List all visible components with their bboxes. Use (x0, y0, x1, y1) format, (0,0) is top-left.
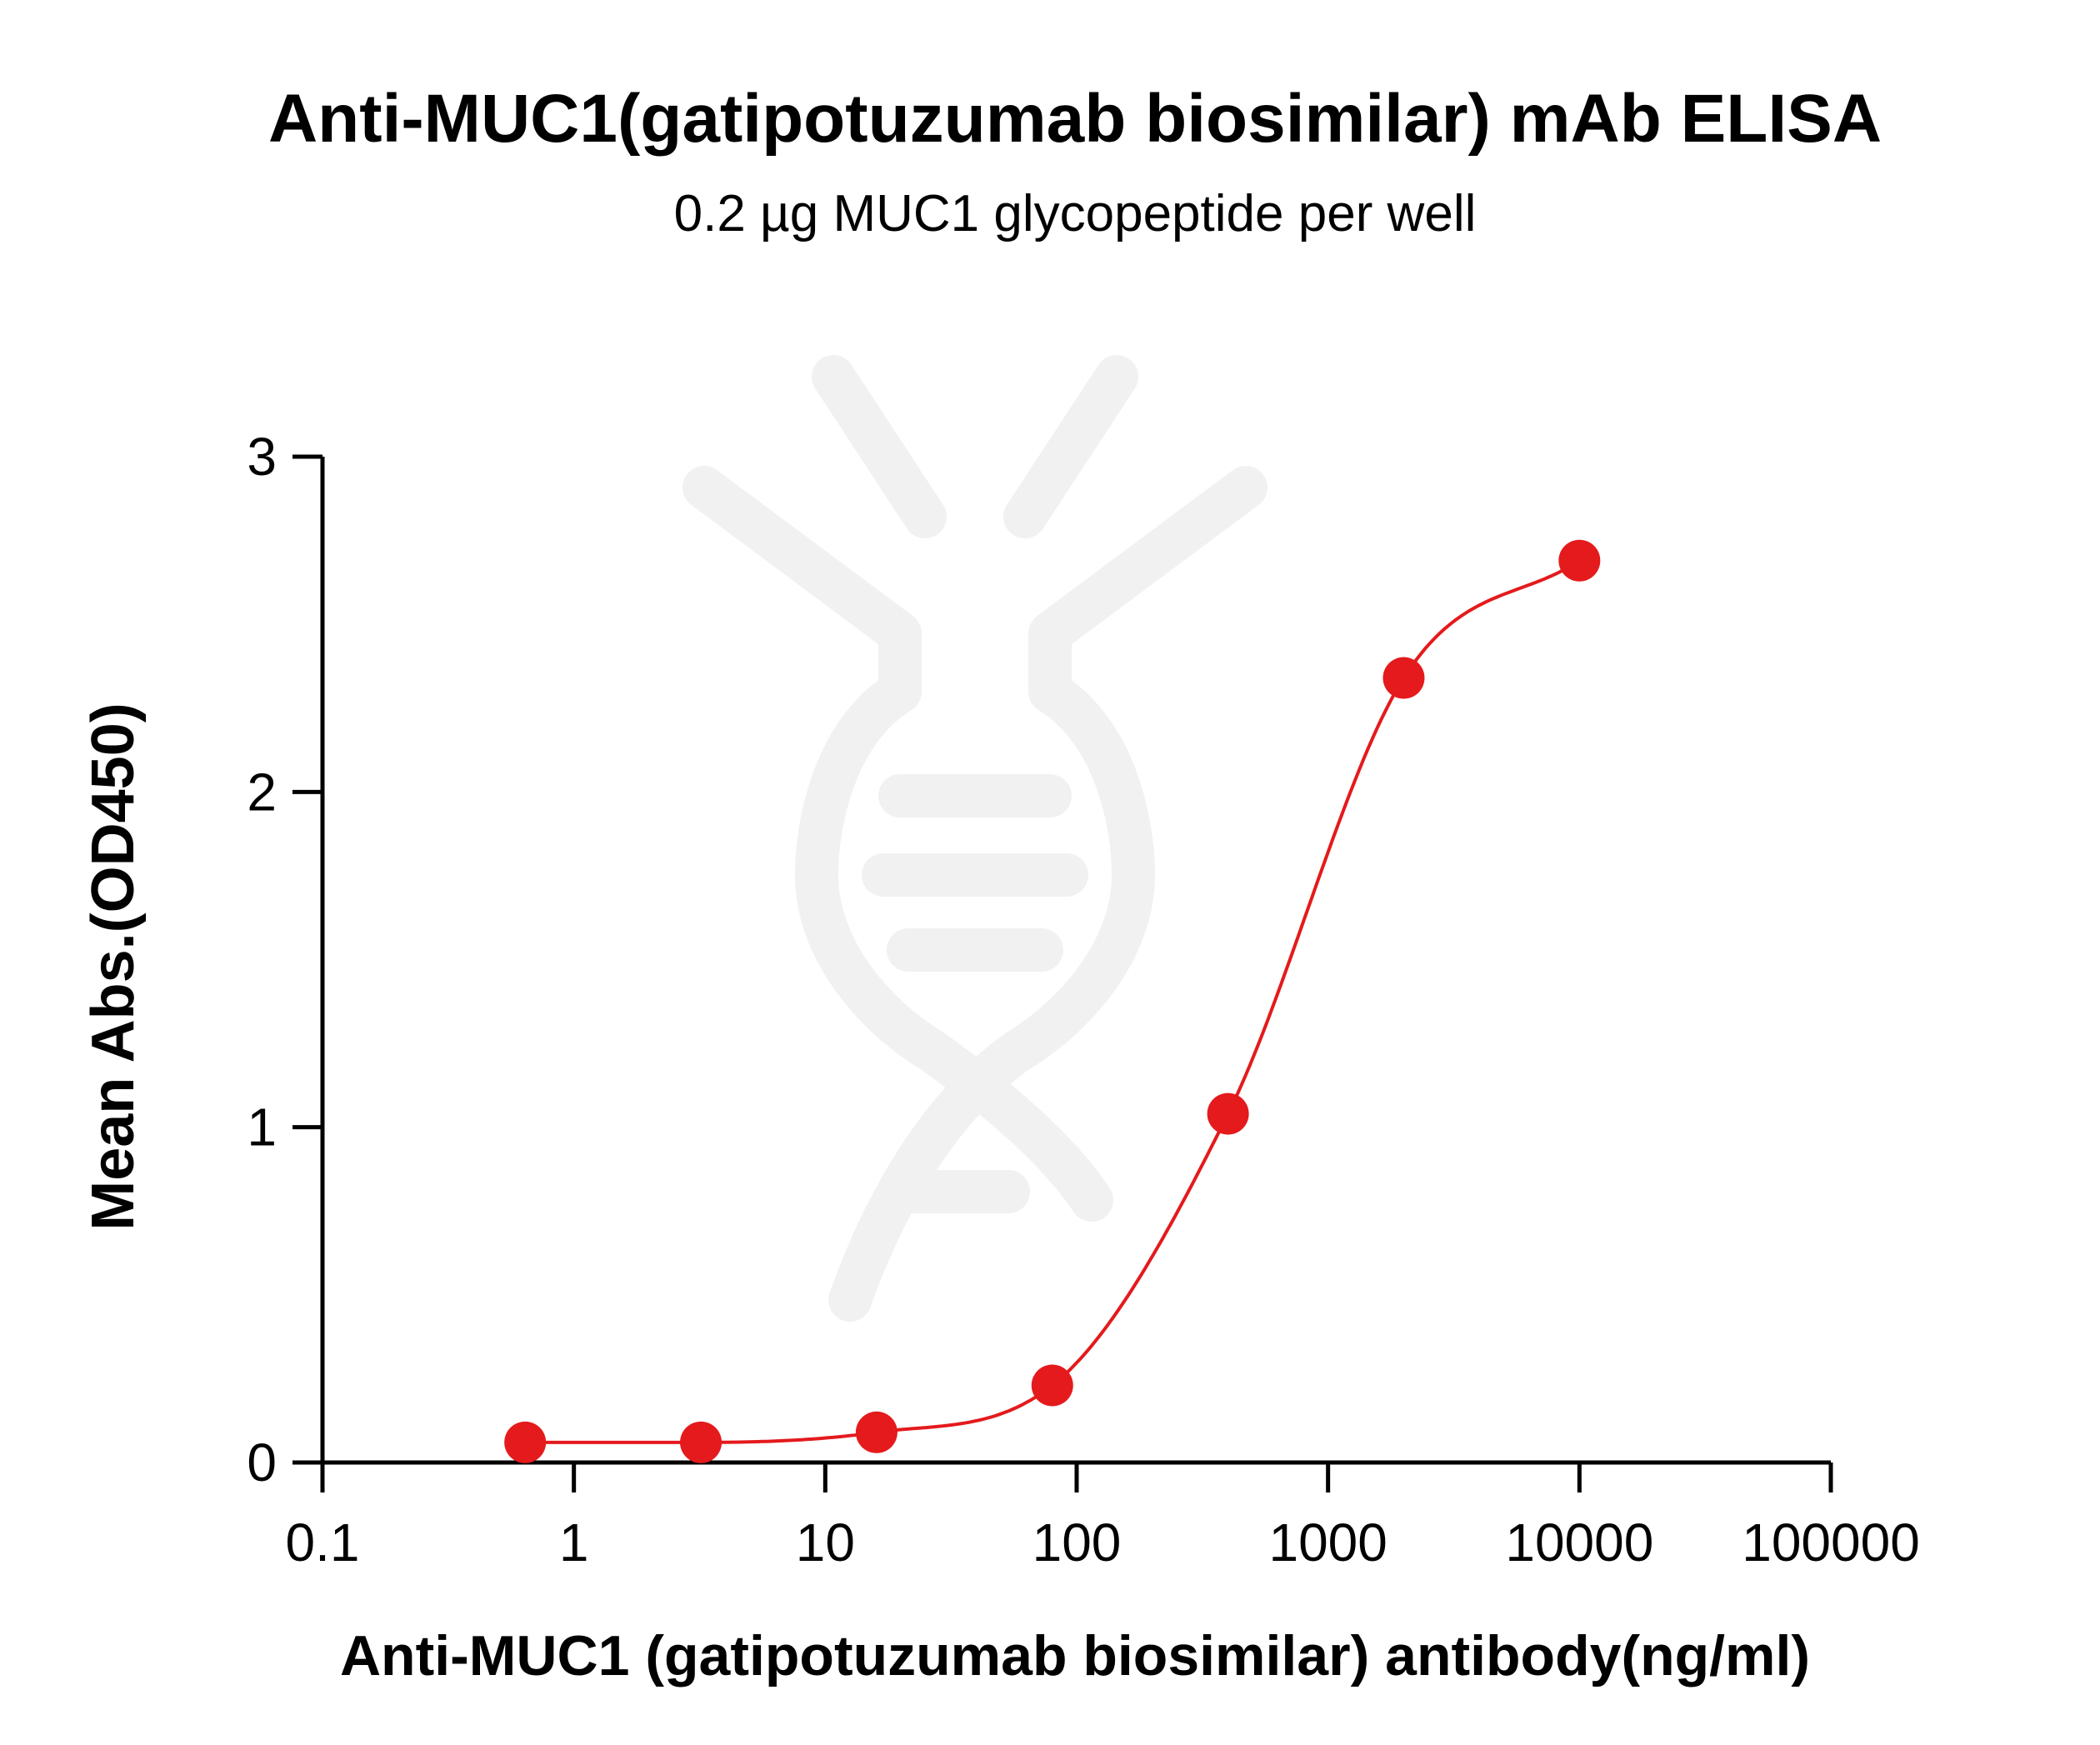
y-tick-label: 3 (247, 427, 277, 487)
x-tick-label: 1000 (1268, 1512, 1387, 1572)
data-point (1382, 657, 1425, 699)
x-axis-label: Anti-MUC1 (gatipotuzumab biosimilar) ant… (340, 1624, 1810, 1688)
data-points (504, 539, 1601, 1463)
watermark-logo (682, 355, 1268, 1322)
chart-title: Anti-MUC1(gatipotuzumab biosimilar) mAb … (268, 81, 1882, 157)
x-tick-label: 100000 (1742, 1512, 1920, 1572)
data-point (504, 1421, 547, 1463)
chart-subtitle: 0.2 µg MUC1 glycopeptide per well (674, 185, 1477, 242)
x-tick-label: 1 (559, 1512, 589, 1572)
y-tick-label: 0 (247, 1432, 277, 1492)
data-point (855, 1411, 898, 1453)
data-point (1558, 539, 1601, 582)
x-tick-label: 10 (796, 1512, 855, 1572)
x-tick-label: 100 (1032, 1512, 1122, 1572)
data-point (1031, 1364, 1073, 1407)
y-tick-label: 2 (247, 762, 277, 822)
data-point (680, 1421, 722, 1463)
data-point (1207, 1092, 1249, 1135)
x-tick-label: 10000 (1505, 1512, 1653, 1572)
y-axis-label: Mean Abs.(OD450) (80, 702, 147, 1230)
x-tick-label: 0.1 (286, 1512, 360, 1572)
axes: 0.1 1 10 100 1000 10000 100000 0 1 2 3 (247, 427, 1919, 1572)
y-tick-label: 1 (247, 1098, 277, 1158)
